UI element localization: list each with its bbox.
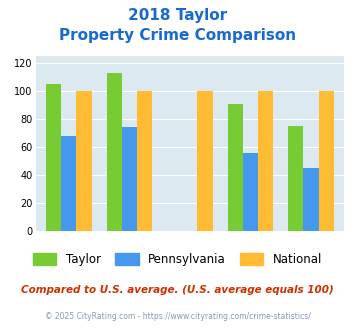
Bar: [197, 91, 213, 231]
Text: Compared to U.S. average. (U.S. average equals 100): Compared to U.S. average. (U.S. average …: [21, 285, 334, 295]
Bar: [288, 126, 304, 231]
Text: Property Crime Comparison: Property Crime Comparison: [59, 28, 296, 43]
Bar: [76, 91, 92, 231]
Text: 2018 Taylor: 2018 Taylor: [128, 8, 227, 23]
Bar: [319, 91, 334, 231]
Text: © 2025 CityRating.com - https://www.cityrating.com/crime-statistics/: © 2025 CityRating.com - https://www.city…: [45, 312, 310, 321]
Bar: [106, 73, 122, 231]
Bar: [46, 84, 61, 231]
Bar: [122, 127, 137, 231]
Bar: [228, 104, 243, 231]
Bar: [304, 168, 319, 231]
Bar: [61, 136, 76, 231]
Legend: Taylor, Pennsylvania, National: Taylor, Pennsylvania, National: [28, 248, 327, 271]
Bar: [258, 91, 273, 231]
Bar: [137, 91, 152, 231]
Bar: [243, 153, 258, 231]
